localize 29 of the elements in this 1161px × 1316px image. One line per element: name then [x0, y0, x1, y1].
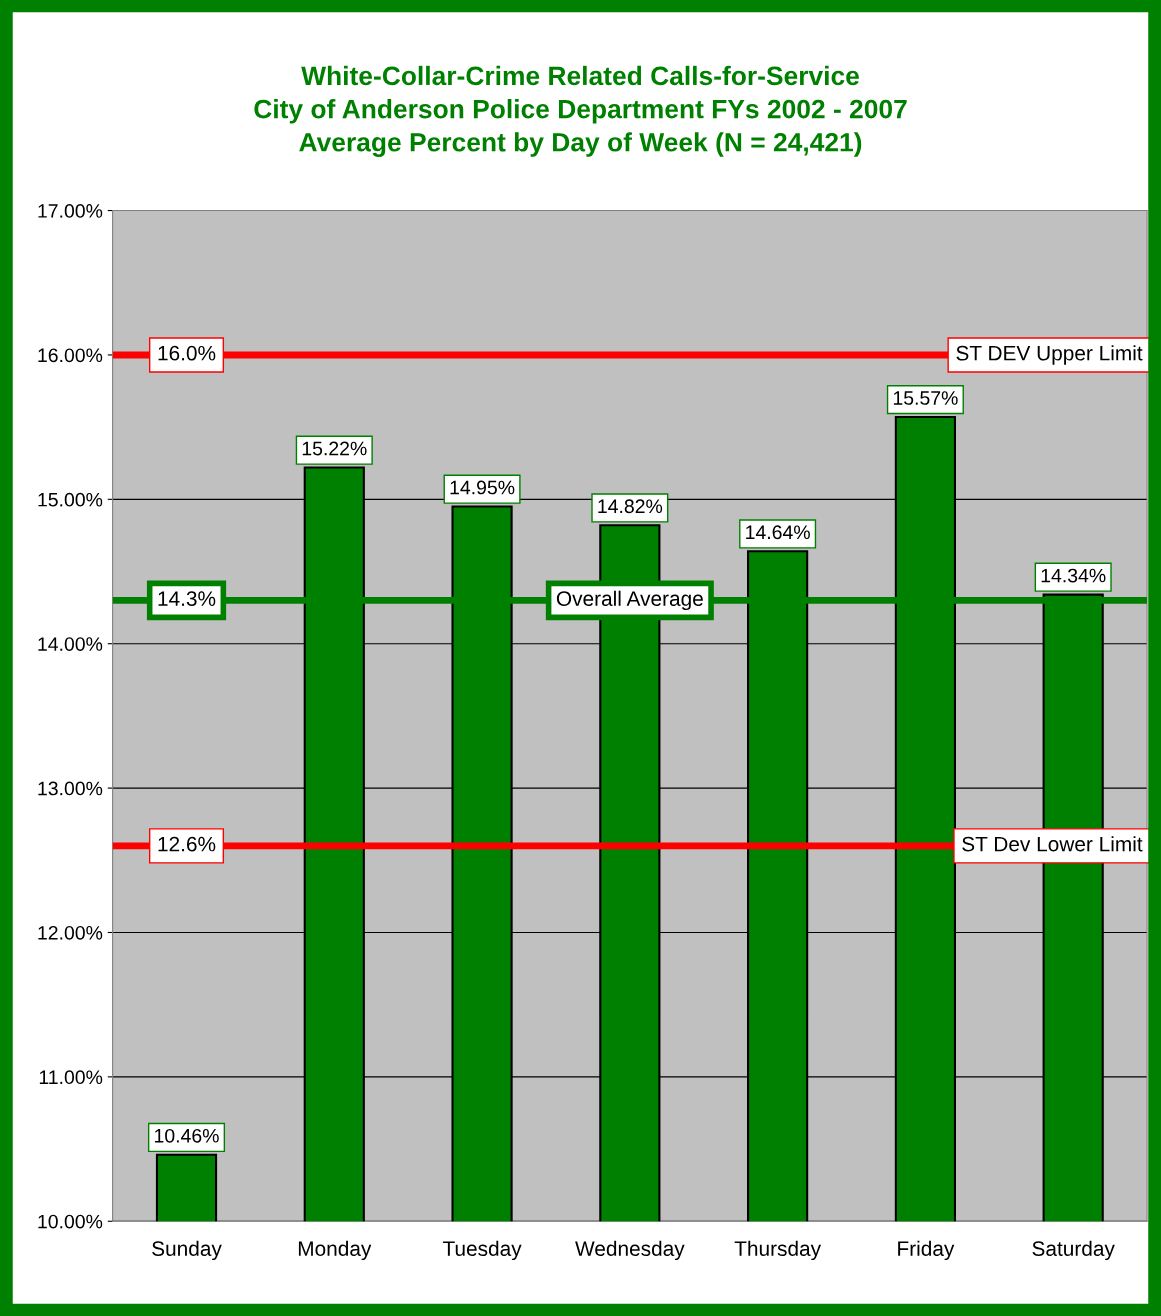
ref-line-label: Overall Average — [556, 590, 703, 611]
y-tick-label: 14.00% — [38, 637, 103, 651]
annotation: 12.6% — [158, 836, 216, 852]
ref-line-label: ST DEV Upper Limit — [956, 345, 1143, 365]
y-tick-label: 13.00% — [38, 781, 103, 796]
y-tick-label: 15.00% — [38, 492, 103, 507]
data-label: 15.22% — [302, 441, 367, 456]
x-tick-label: Monday — [298, 1240, 372, 1261]
data-label: 14.64% — [746, 525, 810, 540]
y-tick-label: 12.00% — [38, 925, 103, 940]
data-label: 14.82% — [598, 499, 663, 514]
data-label: 15.57% — [893, 391, 958, 405]
ref-line-label: ST Dev Lower Limit — [962, 836, 1143, 852]
y-tick-label: 17.00% — [38, 204, 103, 218]
data-label: 14.34% — [1041, 568, 1106, 583]
data-label: 10.46% — [155, 1128, 219, 1143]
data-label: 14.95% — [450, 480, 515, 495]
x-tick-label: Wednesday — [575, 1240, 685, 1261]
annotation: 14.3% — [158, 591, 216, 606]
x-tick-label: Saturday — [1032, 1240, 1115, 1261]
y-tick-label: 11.00% — [39, 1070, 103, 1085]
chart-title: White-Collar-Crime Related Calls-for-Service City of Anderson Police Department FYs 2002 - 2007 Average Percent by Day of Week (N = 24,421) — [254, 65, 907, 157]
x-tick-label: Friday — [898, 1240, 955, 1261]
x-tick-label: Tuesday — [442, 1240, 522, 1261]
y-tick-label: 16.00% — [38, 348, 103, 363]
x-tick-label: Thursday — [734, 1240, 822, 1261]
annotation: 16.0% — [158, 345, 216, 361]
y-tick-label: 10.00% — [38, 1214, 103, 1229]
x-tick-label: Sunday — [152, 1240, 222, 1261]
